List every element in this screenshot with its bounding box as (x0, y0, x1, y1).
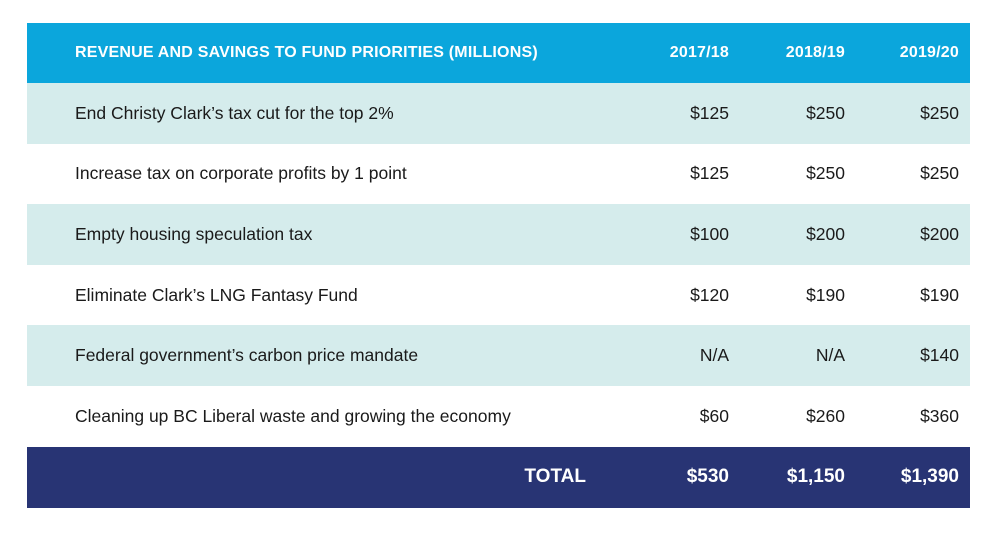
row-value-2017-18: N/A (699, 345, 729, 366)
row-value-2018-19: $190 (806, 284, 845, 305)
row-value-2019-20: $190 (920, 284, 959, 305)
table-row: Increase tax on corporate profits by 1 p… (27, 143, 970, 205)
row-value-2018-19: $260 (806, 405, 845, 426)
row-value-2018-19: N/A (815, 345, 845, 366)
table-row: Empty housing speculation tax $100 $200 … (27, 204, 970, 265)
row-label: End Christy Clark’s tax cut for the top … (75, 102, 394, 123)
row-value-2019-20: $140 (920, 345, 959, 366)
row-label: Cleaning up BC Liberal waste and growing… (75, 405, 511, 426)
row-value-2017-18: $125 (690, 102, 729, 123)
header-title: REVENUE AND SAVINGS TO FUND PRIORITIES (… (75, 44, 538, 61)
table-row: Federal government’s carbon price mandat… (27, 325, 970, 386)
total-value-2018-19: $1,150 (786, 466, 845, 488)
row-value-2019-20: $360 (920, 405, 959, 426)
table-row: Cleaning up BC Liberal waste and growing… (27, 385, 970, 447)
row-value-2018-19: $250 (806, 163, 845, 184)
row-value-2019-20: $250 (920, 163, 959, 184)
row-value-2017-18: $125 (690, 163, 729, 184)
row-value-2019-20: $200 (920, 223, 959, 244)
total-row: TOTAL $530 $1,150 $1,390 (27, 446, 970, 508)
table-header: REVENUE AND SAVINGS TO FUND PRIORITIES (… (27, 23, 970, 83)
row-label: Empty housing speculation tax (75, 223, 313, 244)
row-value-2018-19: $250 (806, 102, 845, 123)
header-year-2017-18: 2017/18 (669, 44, 729, 61)
row-label: Increase tax on corporate profits by 1 p… (75, 163, 407, 184)
total-value-2019-20: $1,390 (900, 466, 959, 488)
row-value-2018-19: $200 (806, 223, 845, 244)
row-value-2019-20: $250 (920, 102, 959, 123)
header-year-2019-20: 2019/20 (899, 44, 959, 61)
row-value-2017-18: $60 (699, 405, 729, 426)
total-value-2017-18: $530 (686, 466, 729, 488)
row-value-2017-18: $100 (690, 223, 729, 244)
total-label: TOTAL (524, 466, 586, 488)
row-label: Eliminate Clark’s LNG Fantasy Fund (75, 284, 358, 305)
row-label: Federal government’s carbon price mandat… (75, 345, 419, 366)
header-year-2018-19: 2018/19 (785, 44, 845, 61)
row-value-2017-18: $120 (690, 284, 729, 305)
revenue-savings-table: REVENUE AND SAVINGS TO FUND PRIORITIES (… (27, 23, 970, 508)
table-row: Eliminate Clark’s LNG Fantasy Fund $120 … (27, 264, 970, 326)
table-row: End Christy Clark’s tax cut for the top … (27, 83, 970, 144)
